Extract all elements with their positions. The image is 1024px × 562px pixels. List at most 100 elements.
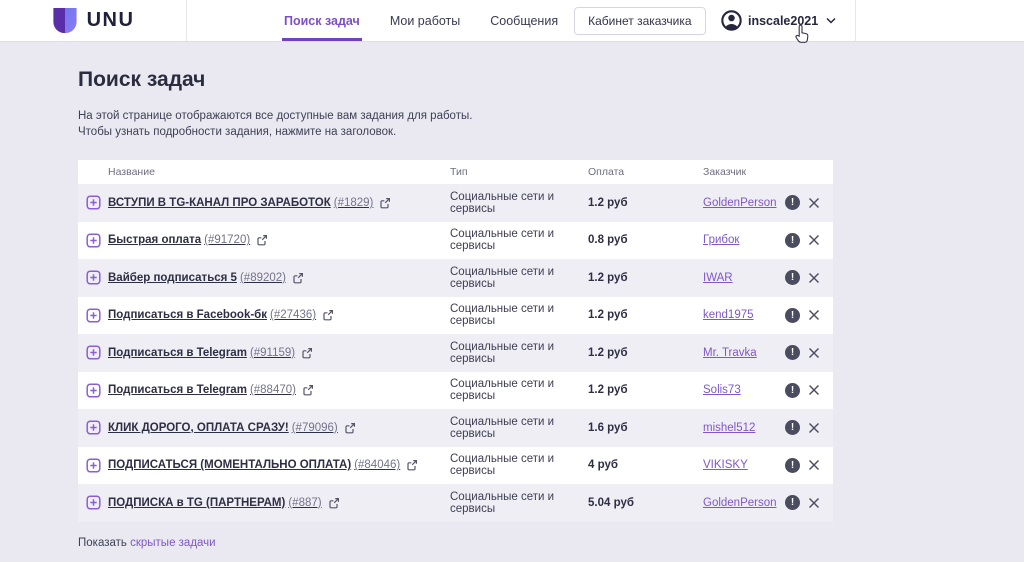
hide-task-icon[interactable] xyxy=(808,459,820,471)
external-link-icon[interactable] xyxy=(302,384,314,396)
external-link-icon[interactable] xyxy=(292,272,304,284)
task-type: Социальные сети и сервисы xyxy=(450,453,555,478)
show-hidden-prefix: Показать xyxy=(78,536,131,549)
customer-link[interactable]: GoldenPerson xyxy=(703,496,777,509)
customer-link[interactable]: Mr. Travka xyxy=(703,346,757,359)
hide-task-icon[interactable] xyxy=(808,197,820,209)
task-title-link[interactable]: Подписаться в Telegram (#88470) xyxy=(108,384,296,397)
customer-link[interactable]: GoldenPerson xyxy=(703,196,777,209)
task-payment: 1.6 руб xyxy=(588,421,628,434)
hide-task-icon[interactable] xyxy=(808,347,820,359)
hide-task-icon[interactable] xyxy=(808,422,820,434)
customer-link[interactable]: IWAR xyxy=(703,271,733,284)
expand-task-icon[interactable] xyxy=(85,458,101,473)
hide-task-icon[interactable] xyxy=(808,497,820,509)
hide-task-icon[interactable] xyxy=(808,384,820,396)
column-header-customer: Заказчик xyxy=(703,166,747,178)
task-table-body: ВСТУПИ В TG-КАНАЛ ПРО ЗАРАБОТОК (#1829) С… xyxy=(78,184,833,522)
task-title-link[interactable]: Вайбер подписаться 5 (#89202) xyxy=(108,271,287,284)
task-title-link[interactable]: Подписаться в Facebook-бк (#27436) xyxy=(108,309,317,322)
expand-task-icon[interactable] xyxy=(85,270,101,285)
expand-task-icon[interactable] xyxy=(85,308,101,323)
main-nav: Поиск задач Мои работы Сообщения xyxy=(282,0,559,41)
hidden-tasks-link[interactable]: скрытые задачи xyxy=(130,536,216,549)
report-task-icon[interactable]: ! xyxy=(785,307,800,323)
main-content: Поиск задач На этой странице отображаютс… xyxy=(0,42,1024,549)
report-task-icon[interactable]: ! xyxy=(785,495,800,511)
chevron-down-icon xyxy=(826,17,836,24)
report-task-icon[interactable]: ! xyxy=(785,457,800,473)
task-type: Социальные сети и сервисы xyxy=(450,378,555,403)
hide-task-icon[interactable] xyxy=(808,234,820,246)
task-type: Социальные сети и сервисы xyxy=(450,190,555,215)
logo[interactable]: UNU xyxy=(0,0,187,41)
unu-shield-icon xyxy=(52,7,78,34)
task-payment: 1.2 руб xyxy=(588,346,628,359)
table-row: Подписаться в Facebook-бк (#27436) Социал… xyxy=(78,297,833,335)
table-row: ВСТУПИ В TG-КАНАЛ ПРО ЗАРАБОТОК (#1829) С… xyxy=(78,184,833,222)
task-title-link[interactable]: ВСТУПИ В TG-КАНАЛ ПРО ЗАРАБОТОК (#1829) xyxy=(108,196,374,209)
top-bar: UNU Поиск задач Мои работы Сообщения Каб… xyxy=(0,0,1024,42)
column-header-type: Тип xyxy=(450,166,468,178)
page-title: Поиск задач xyxy=(78,68,206,91)
expand-task-icon[interactable] xyxy=(85,495,101,510)
customer-link[interactable]: kend1975 xyxy=(703,309,754,322)
customer-cabinet-button[interactable]: Кабинет заказчика xyxy=(574,6,706,35)
task-title-link[interactable]: ПОДПИСАТЬСЯ (МОМЕНТАЛЬНО ОПЛАТА) (#84046) xyxy=(108,459,401,472)
external-link-icon[interactable] xyxy=(344,422,356,434)
table-row: Подписаться в Telegram (#88470) Социальны… xyxy=(78,372,833,410)
report-task-icon[interactable]: ! xyxy=(785,382,800,398)
report-task-icon[interactable]: ! xyxy=(785,270,800,286)
report-task-icon[interactable]: ! xyxy=(785,195,800,211)
customer-link[interactable]: Грибок xyxy=(703,234,740,247)
report-task-icon[interactable]: ! xyxy=(785,420,800,436)
table-row: Быстрая оплата (#91720) Социальные сети и… xyxy=(78,222,833,260)
show-hidden-tasks: Показать скрытые задачи xyxy=(78,537,1024,549)
external-link-icon[interactable] xyxy=(379,197,391,209)
task-title-link[interactable]: Подписаться в Telegram (#91159) xyxy=(108,346,296,359)
table-header-row: Название Тип Оплата Заказчик xyxy=(78,160,833,184)
task-payment: 1.2 руб xyxy=(588,271,628,284)
customer-link[interactable]: VIKISKY xyxy=(703,459,748,472)
hide-task-icon[interactable] xyxy=(808,309,820,321)
hide-task-icon[interactable] xyxy=(808,272,820,284)
report-task-icon[interactable]: ! xyxy=(785,345,800,361)
customer-link[interactable]: mishel512 xyxy=(703,421,756,434)
table-row: ПОДПИСАТЬСЯ (МОМЕНТАЛЬНО ОПЛАТА) (#84046)… xyxy=(78,447,833,485)
task-type: Социальные сети и сервисы xyxy=(450,490,555,515)
expand-task-icon[interactable] xyxy=(85,195,101,210)
external-link-icon[interactable] xyxy=(322,309,334,321)
nav-my-works[interactable]: Мои работы xyxy=(389,13,461,28)
task-type: Социальные сети и сервисы xyxy=(450,340,555,365)
expand-task-icon[interactable] xyxy=(85,233,101,248)
nav-messages[interactable]: Сообщения xyxy=(490,13,559,28)
expand-task-icon[interactable] xyxy=(85,420,101,435)
expand-task-icon[interactable] xyxy=(85,383,101,398)
username: inscale2021 xyxy=(748,13,819,28)
avatar-icon xyxy=(721,10,742,31)
task-title-link[interactable]: КЛИК ДОРОГО, ОПЛАТА СРАЗУ! (#79096) xyxy=(108,421,338,434)
task-title-link[interactable]: Быстрая оплата (#91720) xyxy=(108,234,251,247)
description-line-2: Чтобы узнать подробности задания, нажмит… xyxy=(78,125,397,138)
task-payment: 1.2 руб xyxy=(588,384,628,397)
column-header-payment: Оплата xyxy=(588,166,625,178)
nav-task-search[interactable]: Поиск задач xyxy=(282,0,362,41)
external-link-icon[interactable] xyxy=(256,234,268,246)
report-task-icon[interactable]: ! xyxy=(785,232,800,248)
expand-task-icon[interactable] xyxy=(85,345,101,360)
description-line-1: На этой странице отображаются все доступ… xyxy=(78,110,473,122)
task-type: Социальные сети и сервисы xyxy=(450,415,555,440)
task-title-link[interactable]: ПОДПИСКА в TG (ПАРТНЕРАМ) (#887) xyxy=(108,496,322,509)
logo-wordmark: UNU xyxy=(86,9,135,31)
external-link-icon[interactable] xyxy=(406,459,418,471)
table-row: Подписаться в Telegram (#91159) Социальны… xyxy=(78,334,833,372)
external-link-icon[interactable] xyxy=(301,347,313,359)
task-payment: 1.2 руб xyxy=(588,309,628,322)
task-type: Социальные сети и сервисы xyxy=(450,265,555,290)
task-payment: 4 руб xyxy=(588,459,618,472)
header-divider xyxy=(855,0,856,41)
column-header-name: Название xyxy=(108,166,155,178)
external-link-icon[interactable] xyxy=(328,497,340,509)
customer-link[interactable]: Solis73 xyxy=(703,384,741,397)
user-menu[interactable]: inscale2021 xyxy=(721,0,836,41)
